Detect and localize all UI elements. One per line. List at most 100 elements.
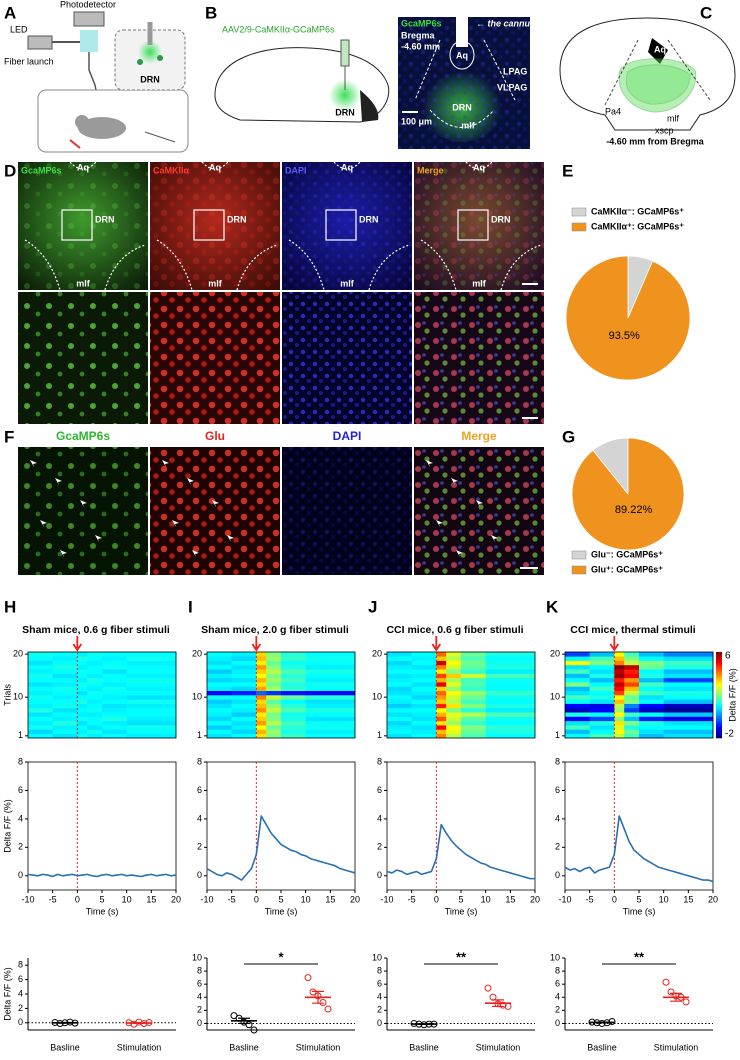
heat-cell — [266, 660, 282, 666]
heat-cell — [87, 656, 103, 661]
label: Aq — [209, 162, 221, 172]
heat-cell — [565, 664, 590, 670]
x-tick-label: Stimulation — [296, 1042, 341, 1052]
error-bar — [418, 1023, 430, 1025]
label: DRN — [491, 214, 511, 224]
heat-cell — [256, 716, 267, 722]
heat-cell — [624, 695, 640, 700]
heat-cell — [126, 686, 177, 691]
heat-cell — [387, 703, 412, 709]
colorbar-cell — [716, 671, 722, 674]
heat-cell — [485, 712, 536, 717]
heat-cell — [663, 664, 714, 670]
heat-cell — [256, 720, 267, 726]
heat-cell — [436, 656, 447, 661]
heat-cell — [77, 712, 88, 717]
plot-frame — [386, 651, 536, 739]
heat-cell — [28, 716, 53, 722]
heat-cell — [461, 699, 486, 704]
heat-cell — [624, 673, 640, 679]
colorbar-cell — [716, 697, 722, 700]
colorbar-cell — [716, 675, 722, 679]
heat-cell — [639, 695, 664, 700]
heat-cell — [436, 690, 447, 696]
heat-cell — [102, 733, 127, 739]
heat-cell — [77, 664, 88, 670]
heat-cell — [624, 720, 640, 726]
heat-cell — [485, 682, 536, 687]
colorbar-cell — [716, 710, 722, 713]
heat-cell — [231, 720, 257, 726]
heat-cell — [77, 725, 88, 730]
heat-cell — [624, 729, 640, 734]
heat-cell — [589, 686, 615, 691]
heat-cell — [87, 699, 103, 704]
heat-cell — [28, 725, 53, 730]
x-tick-label: 0 — [434, 894, 439, 904]
heat-cell — [663, 729, 714, 734]
data-point — [245, 1021, 253, 1029]
heat-cell — [281, 707, 306, 713]
heat-cell — [387, 707, 412, 713]
heat-cell — [28, 699, 53, 704]
heat-cell — [266, 686, 282, 691]
heat-cell — [28, 695, 53, 700]
heat-cell — [256, 682, 267, 687]
panel-label: E — [562, 161, 573, 180]
heat-cell — [266, 673, 282, 679]
significance-label: * — [278, 949, 284, 964]
heat-cell — [663, 656, 714, 661]
y-tick-label: 6 — [197, 785, 202, 795]
heat-cell — [663, 652, 714, 657]
heat-cell — [266, 720, 282, 726]
heat-cell — [305, 729, 356, 734]
heat-cell — [461, 712, 486, 717]
heat-cell — [639, 669, 664, 674]
heat-cell — [231, 652, 257, 657]
x-tick-label: Basline — [409, 1042, 439, 1052]
panel-label: B — [205, 3, 217, 22]
y-tick-label: 0 — [18, 1017, 23, 1027]
error-bar — [596, 1021, 608, 1024]
heat-cell — [411, 682, 437, 687]
heat-cell — [589, 712, 615, 717]
heat-cell — [446, 682, 462, 687]
heat-cell — [102, 729, 127, 734]
heat-cell — [663, 733, 714, 739]
colorbar-cell — [716, 652, 722, 655]
y-tick-label: 2 — [197, 842, 202, 852]
heat-cell — [485, 716, 536, 722]
label: VLPAG — [497, 82, 527, 92]
heat-cell — [305, 733, 356, 739]
x-tick-label: Basline — [50, 1042, 80, 1052]
heat-cell — [231, 673, 257, 679]
heat-cell — [461, 656, 486, 661]
y-tick-label: 4 — [197, 992, 202, 1002]
y-tick-label: 4 — [377, 813, 382, 823]
heat-cell — [663, 699, 714, 704]
texture — [150, 292, 280, 424]
x-tick-label: 5 — [278, 894, 283, 904]
heat-cell — [266, 690, 282, 696]
y-tick-label: 4 — [377, 992, 382, 1002]
heat-cell — [305, 725, 356, 730]
heat-cell — [411, 712, 437, 717]
x-tick-label: 5 — [458, 894, 463, 904]
heat-cell — [77, 720, 88, 726]
heat-cell — [87, 725, 103, 730]
heat-cell — [87, 720, 103, 726]
y-tick-label: 0 — [197, 870, 202, 880]
colorbar-cell — [716, 725, 722, 728]
heat-cell — [411, 716, 437, 722]
x-tick-label: 10 — [122, 894, 132, 904]
fiber-region — [618, 58, 697, 113]
heat-cell — [305, 673, 356, 679]
heat-cell — [436, 703, 447, 709]
heat-cell — [589, 707, 615, 713]
heat-cell — [461, 682, 486, 687]
x-tick-label: -10 — [21, 894, 34, 904]
heat-cell — [436, 725, 447, 730]
heat-cell — [663, 720, 714, 726]
y-tick-label: 2 — [377, 1005, 382, 1015]
heat-cell — [446, 669, 462, 674]
